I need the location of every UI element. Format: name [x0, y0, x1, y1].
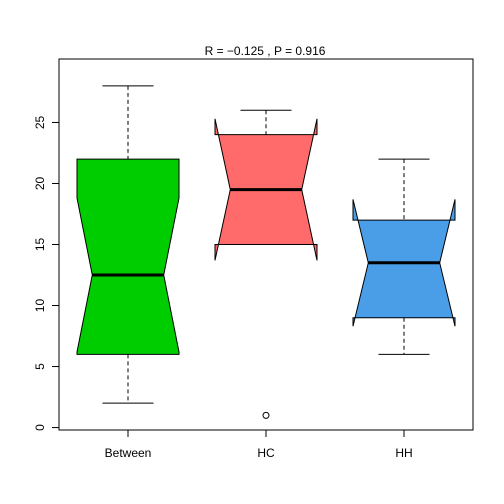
y-tick-label: 20 — [33, 176, 47, 190]
x-tick-label: HC — [257, 446, 275, 460]
outlier-point — [262, 411, 270, 419]
y-tick-label: 15 — [33, 238, 47, 252]
box-group — [214, 109, 318, 419]
x-tick-label: Between — [105, 446, 152, 460]
boxes — [76, 85, 456, 419]
chart-title: R = −0.125 , P = 0.916 — [205, 44, 326, 58]
box-group — [352, 158, 456, 355]
y-tick-label: 5 — [33, 363, 47, 370]
y-axis: 0 5 10 15 20 25 — [33, 115, 60, 431]
y-tick-label: 25 — [33, 115, 47, 129]
x-axis: Between HC HH — [105, 429, 413, 460]
y-tick-label: 10 — [33, 299, 47, 313]
x-tick-label: HH — [395, 446, 412, 460]
box-group — [76, 85, 180, 404]
box-body — [76, 158, 180, 355]
y-tick-label: 0 — [33, 424, 47, 431]
